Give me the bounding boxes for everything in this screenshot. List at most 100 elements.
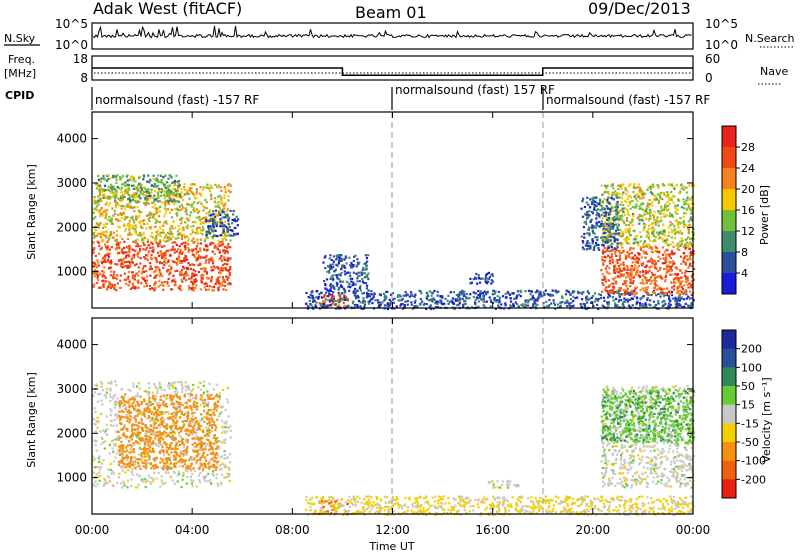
scatter-cell <box>670 236 673 239</box>
scatter-cell <box>112 395 115 398</box>
scatter-cell <box>366 291 369 294</box>
scatter-cell <box>635 286 638 289</box>
scatter-cell <box>352 290 355 294</box>
scatter-cell <box>110 233 113 236</box>
scatter-cell <box>125 278 128 282</box>
scatter-cell <box>678 299 681 302</box>
scatter-cell <box>229 209 232 212</box>
scatter-cell <box>195 434 198 437</box>
scatter-cell <box>237 218 240 221</box>
scatter-cell <box>607 193 611 196</box>
scatter-cell <box>202 476 205 479</box>
scatter-cell <box>135 217 138 220</box>
scatter-cell <box>600 220 603 223</box>
scatter-cell <box>692 299 695 302</box>
scatter-cell <box>121 252 124 255</box>
scatter-cell <box>175 243 178 246</box>
scatter-cell <box>682 257 686 260</box>
scatter-cell <box>690 283 693 286</box>
noise-panel-frame <box>91 22 694 50</box>
freq-label-line2: [MHz] <box>4 67 36 80</box>
scatter-cell <box>516 290 519 293</box>
scatter-cell <box>477 276 480 280</box>
scatter-cell <box>616 213 619 216</box>
scatter-cell <box>612 198 615 201</box>
scatter-cell <box>625 271 628 274</box>
scatter-cell <box>612 296 615 299</box>
scatter-cell <box>453 307 456 311</box>
scatter-cell <box>180 237 184 240</box>
scatter-cell <box>684 212 688 215</box>
scatter-cell <box>97 274 100 277</box>
scatter-cell <box>170 192 173 195</box>
scatter-cell <box>323 256 326 259</box>
scatter-cell <box>153 442 156 445</box>
scatter-cell <box>619 244 622 247</box>
scatter-cell <box>520 304 523 307</box>
scatter-cell <box>352 265 355 268</box>
scatter-cell <box>191 275 194 278</box>
scatter-cell <box>338 294 342 298</box>
scatter-cell <box>93 196 96 199</box>
scatter-cell <box>602 249 605 252</box>
scatter-cell <box>227 415 230 418</box>
scatter-cell <box>607 211 611 215</box>
scatter-cell <box>364 262 368 265</box>
scatter-cell <box>603 197 606 201</box>
scatter-cell <box>474 276 477 279</box>
scatter-cell <box>669 267 672 271</box>
scatter-cell <box>616 192 619 195</box>
scatter-cell <box>227 268 230 272</box>
scatter-cell <box>100 247 103 250</box>
scatter-cell <box>602 223 605 226</box>
scatter-cell <box>171 227 174 230</box>
scatter-cell <box>119 235 122 238</box>
scatter-cell <box>642 241 646 244</box>
scatter-cell <box>365 274 368 277</box>
scatter-cell <box>539 292 542 296</box>
scatter-cell <box>653 263 656 266</box>
scatter-cell <box>368 300 371 303</box>
scatter-cell <box>327 270 331 273</box>
scatter-cell <box>173 390 176 393</box>
scatter-cell <box>212 388 215 391</box>
scatter-cell <box>183 245 186 248</box>
scatter-cell <box>665 267 668 270</box>
scatter-cell <box>657 224 660 227</box>
scatter-cell <box>370 293 373 296</box>
scatter-cell <box>591 239 595 242</box>
scatter-cell <box>92 248 95 252</box>
scatter-cell <box>641 219 644 222</box>
scatter-cell <box>608 272 611 275</box>
scatter-cell <box>676 244 679 247</box>
scatter-cell <box>684 263 687 266</box>
scatter-cell <box>452 291 455 294</box>
scatter-cell <box>614 267 617 270</box>
scatter-cell <box>112 192 116 196</box>
scatter-cell <box>614 276 617 279</box>
scatter-cell <box>185 404 189 407</box>
scatter-cell <box>655 198 658 201</box>
scatter-cell <box>139 197 142 200</box>
scatter-cell <box>101 273 104 277</box>
scatter-cell <box>669 224 672 227</box>
scatter-cell <box>615 249 618 252</box>
scatter-cell <box>201 225 204 229</box>
scatter-cell <box>123 246 126 249</box>
scatter-cell <box>179 248 182 252</box>
scatter-cell <box>111 188 114 191</box>
scatter-cell <box>156 179 159 182</box>
scatter-cell <box>680 187 683 190</box>
scatter-cell <box>650 257 653 260</box>
scatter-cell <box>661 277 664 280</box>
scatter-cell <box>168 412 171 415</box>
scatter-cell <box>415 304 418 307</box>
scatter-cell <box>96 209 99 212</box>
scatter-cell <box>645 243 648 246</box>
scatter-cell <box>515 297 518 300</box>
scatter-cell <box>616 217 619 220</box>
scatter-cell <box>128 265 132 268</box>
scatter-cell <box>236 224 239 227</box>
scatter-cell <box>588 214 591 217</box>
scatter-cell <box>534 302 537 305</box>
